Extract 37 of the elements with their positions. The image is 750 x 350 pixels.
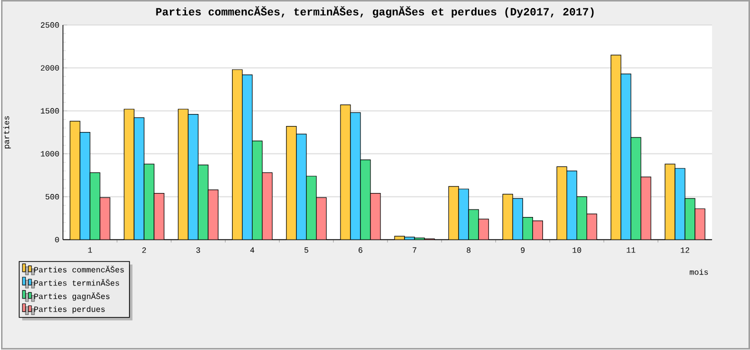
bar bbox=[586, 214, 598, 240]
bar bbox=[502, 194, 514, 240]
bar bbox=[286, 126, 297, 240]
bar bbox=[360, 160, 371, 240]
bar bbox=[532, 220, 544, 240]
bar bbox=[188, 114, 198, 240]
bar bbox=[478, 218, 489, 240]
bar bbox=[512, 198, 524, 240]
bar bbox=[566, 170, 578, 240]
bar bbox=[576, 196, 588, 240]
bar bbox=[340, 104, 351, 240]
bar bbox=[232, 70, 243, 240]
bar bbox=[178, 109, 188, 240]
bar bbox=[674, 168, 686, 240]
bar bbox=[242, 74, 253, 240]
bar bbox=[630, 137, 642, 240]
chart-title: Parties commencĂŠes, terminĂŠes, gagnĂŠes et perdues (Dy2017, 2017) bbox=[156, 6, 594, 18]
bar bbox=[468, 210, 479, 240]
bar bbox=[316, 198, 327, 240]
bar bbox=[124, 109, 134, 240]
bar bbox=[458, 188, 469, 240]
bar bbox=[70, 121, 80, 240]
bar bbox=[448, 186, 459, 240]
bar bbox=[134, 118, 144, 240]
bar bbox=[640, 176, 652, 240]
bar bbox=[208, 190, 218, 240]
bar bbox=[198, 164, 208, 240]
bar bbox=[252, 140, 263, 240]
bar bbox=[262, 172, 273, 240]
bar bbox=[306, 176, 317, 240]
bar bbox=[610, 54, 622, 240]
bar bbox=[80, 132, 90, 240]
bar bbox=[350, 112, 361, 240]
bar bbox=[522, 217, 534, 240]
bar bbox=[556, 166, 568, 240]
bar bbox=[620, 74, 632, 240]
bar bbox=[296, 134, 307, 240]
